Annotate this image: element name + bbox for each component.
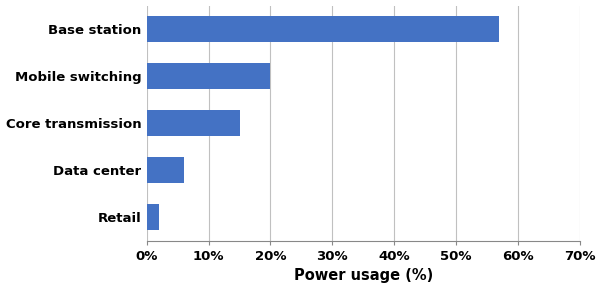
Bar xyxy=(147,157,184,183)
Bar xyxy=(147,16,499,42)
Bar xyxy=(147,63,270,89)
Bar xyxy=(147,204,159,230)
Bar xyxy=(147,110,240,136)
X-axis label: Power usage (%): Power usage (%) xyxy=(294,268,433,284)
